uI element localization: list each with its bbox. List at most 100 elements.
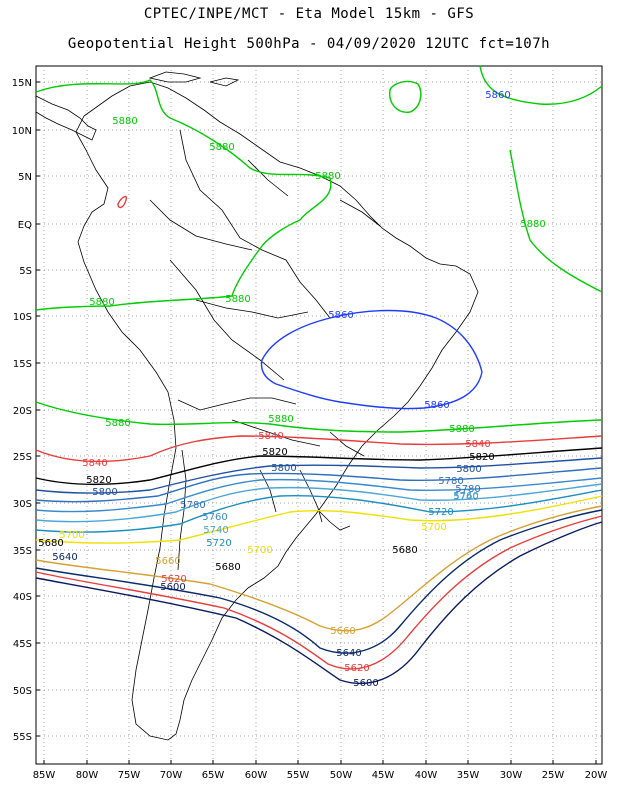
lat-tick-label: 35S	[13, 546, 32, 557]
contour-line	[35, 79, 332, 311]
contour-label: 5780	[180, 500, 205, 511]
lon-tick-label: 40W	[415, 770, 438, 781]
contour-label: 5880	[449, 424, 474, 435]
contour-line	[260, 309, 483, 410]
lon-tick-label: 75W	[118, 770, 141, 781]
lon-tick-label: 60W	[245, 770, 268, 781]
lat-tick-label: EQ	[18, 220, 32, 231]
contour-label: 5720	[428, 507, 453, 518]
contour-label: 5740	[203, 525, 228, 536]
contour-line	[35, 505, 603, 632]
contour-line	[117, 195, 128, 209]
lat-tick-label: 15S	[13, 359, 32, 370]
axis-ticks: 15N 10N 5N EQ 5S 10S 15S 20S 25S 30S 35S 40S 45S 50S 5…	[12, 78, 608, 781]
contour-label: 5740	[453, 492, 478, 503]
lon-tick-label: 35W	[457, 770, 480, 781]
central-america	[35, 95, 97, 141]
contour-line	[35, 489, 603, 533]
contour-label: 5840	[258, 431, 283, 442]
contour-label: 5840	[82, 458, 107, 469]
south-america-coastline	[75, 81, 479, 741]
contour-label: 5820	[469, 452, 494, 463]
lat-tick-label: 10N	[12, 126, 32, 137]
lon-tick-label: 85W	[33, 770, 56, 781]
lat-tick-label: 40S	[13, 592, 32, 603]
contour-label: 5800	[92, 487, 117, 498]
contour-label: 5660	[330, 626, 355, 637]
contour-labels: 5880 5880 5880 5880 5880 5880 5880 5880 5880 5860…	[38, 90, 545, 689]
coastlines	[35, 71, 479, 741]
contour-line	[35, 483, 603, 523]
contour-label: 5820	[262, 447, 287, 458]
contour-line	[479, 65, 603, 105]
contour-label: 5780	[438, 476, 463, 487]
lon-tick-label: 50W	[330, 770, 353, 781]
contour-label: 5800	[271, 463, 296, 474]
contour-label: 5720	[206, 538, 231, 549]
contour-label: 5880	[89, 297, 114, 308]
contour-label: 5820	[86, 475, 111, 486]
lon-tick-label: 45W	[372, 770, 395, 781]
contour-label: 5880	[225, 294, 250, 305]
contour-label: 5660	[155, 556, 180, 567]
contour-label: 5880	[209, 142, 234, 153]
contour-label: 5620	[161, 574, 186, 585]
contour-line	[35, 521, 603, 685]
contour-line	[389, 80, 422, 113]
lon-tick-label: 65W	[202, 770, 225, 781]
la-plata-estuary	[317, 509, 351, 531]
lat-lon-grid	[36, 66, 602, 764]
contour-line	[35, 447, 603, 485]
lon-tick-label: 70W	[160, 770, 183, 781]
contour-label: 5620	[344, 663, 369, 674]
contour-label: 5840	[465, 439, 490, 450]
caribbean-islands	[148, 71, 240, 87]
contour-label: 5600	[353, 678, 378, 689]
lat-tick-label: 45S	[13, 639, 32, 650]
contour-line	[35, 477, 603, 513]
lon-tick-label: 80W	[76, 770, 99, 781]
contour-line	[509, 149, 603, 293]
lon-tick-label: 25W	[542, 770, 565, 781]
lat-tick-label: 30S	[13, 499, 32, 510]
contour-label: 5700	[247, 545, 272, 556]
contour-label: 5600	[160, 582, 185, 593]
map-title-line1: CPTEC/INPE/MCT - Eta Model 15km - GFS	[143, 6, 475, 22]
lon-tick-label: 30W	[500, 770, 523, 781]
contour-label: 5680	[392, 545, 417, 556]
contour-line	[35, 401, 603, 433]
contour-label: 5880	[268, 414, 293, 425]
lat-tick-label: 10S	[13, 312, 32, 323]
contour-label: 5760	[202, 512, 227, 523]
contour-label: 5700	[59, 530, 84, 541]
country-borders	[149, 129, 381, 571]
contour-label: 5880	[105, 418, 130, 429]
lat-tick-label: 50S	[13, 686, 32, 697]
contour-line	[35, 495, 603, 544]
contour-label: 5880	[315, 171, 340, 182]
contour-label: 5640	[52, 552, 77, 563]
contour-line	[35, 509, 603, 654]
contour-line	[36, 506, 602, 559]
contour-label: 5640	[336, 648, 361, 659]
contour-line	[35, 515, 603, 670]
map-frame	[35, 65, 603, 765]
lat-tick-label: 5N	[18, 172, 32, 183]
lat-tick-label: 15N	[12, 78, 32, 89]
contour-label: 5860	[424, 400, 449, 411]
contour-label: 5880	[520, 219, 545, 230]
lat-tick-label: 55S	[13, 732, 32, 743]
contour-label: 5760	[453, 491, 478, 502]
lat-tick-label: 5S	[19, 266, 32, 277]
lon-tick-label: 55W	[287, 770, 310, 781]
contour-label: 5680	[215, 562, 240, 573]
contour-label: 5680	[38, 538, 63, 549]
map-title-line2: Geopotential Height 500hPa - 04/09/2020 …	[67, 36, 551, 52]
contour-line	[35, 467, 603, 503]
contour-label: 5860	[485, 90, 510, 101]
lat-tick-label: 20S	[13, 406, 32, 417]
contour-label: 5800	[456, 464, 481, 475]
contour-label: 5880	[112, 116, 137, 127]
contour-label: 5860	[328, 310, 353, 321]
contour-label: 5780	[455, 484, 480, 495]
